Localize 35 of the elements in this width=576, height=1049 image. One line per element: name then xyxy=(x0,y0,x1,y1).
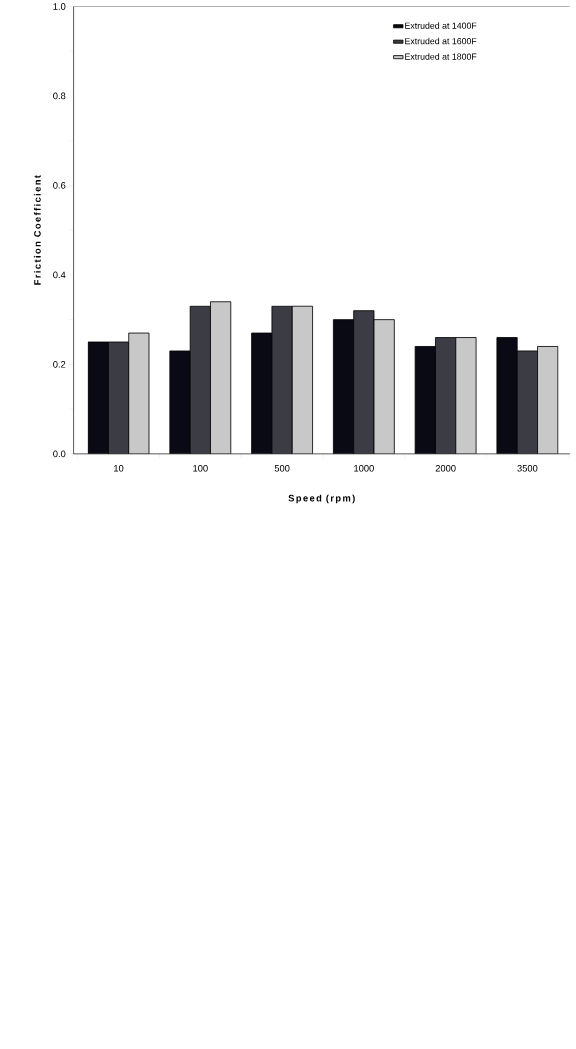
bar xyxy=(373,319,395,454)
y-tick-label: 0.4 xyxy=(53,271,66,279)
bar xyxy=(87,341,109,454)
x-tick-label: 10 xyxy=(114,464,124,472)
x-tick-label: 500 xyxy=(274,464,290,472)
bar xyxy=(210,301,232,454)
y-tick-label: 0.8 xyxy=(53,92,66,100)
y-tick-label: 1.0 xyxy=(53,3,66,10)
x-tick-label: 2000 xyxy=(435,464,456,472)
bar xyxy=(291,305,313,454)
bar xyxy=(455,337,477,454)
x-tick-label: 3500 xyxy=(517,464,538,472)
x-axis-title: Speed (rpm) xyxy=(288,494,355,504)
bar xyxy=(516,350,538,454)
bar xyxy=(108,341,130,454)
x-tick-label: 1000 xyxy=(354,464,374,472)
bar xyxy=(496,337,518,454)
y-tick-label: 0.6 xyxy=(53,182,66,189)
x-tick-label: 100 xyxy=(193,464,208,472)
bar xyxy=(128,332,150,454)
bar xyxy=(414,346,436,454)
y-axis-title: Friction Coefficient xyxy=(33,175,41,285)
bar xyxy=(271,305,293,454)
y-tick-label: 0.0 xyxy=(53,450,66,458)
bar xyxy=(333,319,355,454)
bar xyxy=(435,337,457,454)
legend-label: Extruded at 1600F xyxy=(405,37,477,45)
bar xyxy=(353,310,375,454)
y-tick-label: 0.2 xyxy=(53,361,66,368)
bar xyxy=(537,346,559,454)
bar xyxy=(169,350,191,454)
legend-label: Extruded at 1800F xyxy=(405,53,477,60)
bar xyxy=(251,332,273,454)
legend-label: Extruded at 1400F xyxy=(405,22,477,29)
bar xyxy=(189,305,211,454)
